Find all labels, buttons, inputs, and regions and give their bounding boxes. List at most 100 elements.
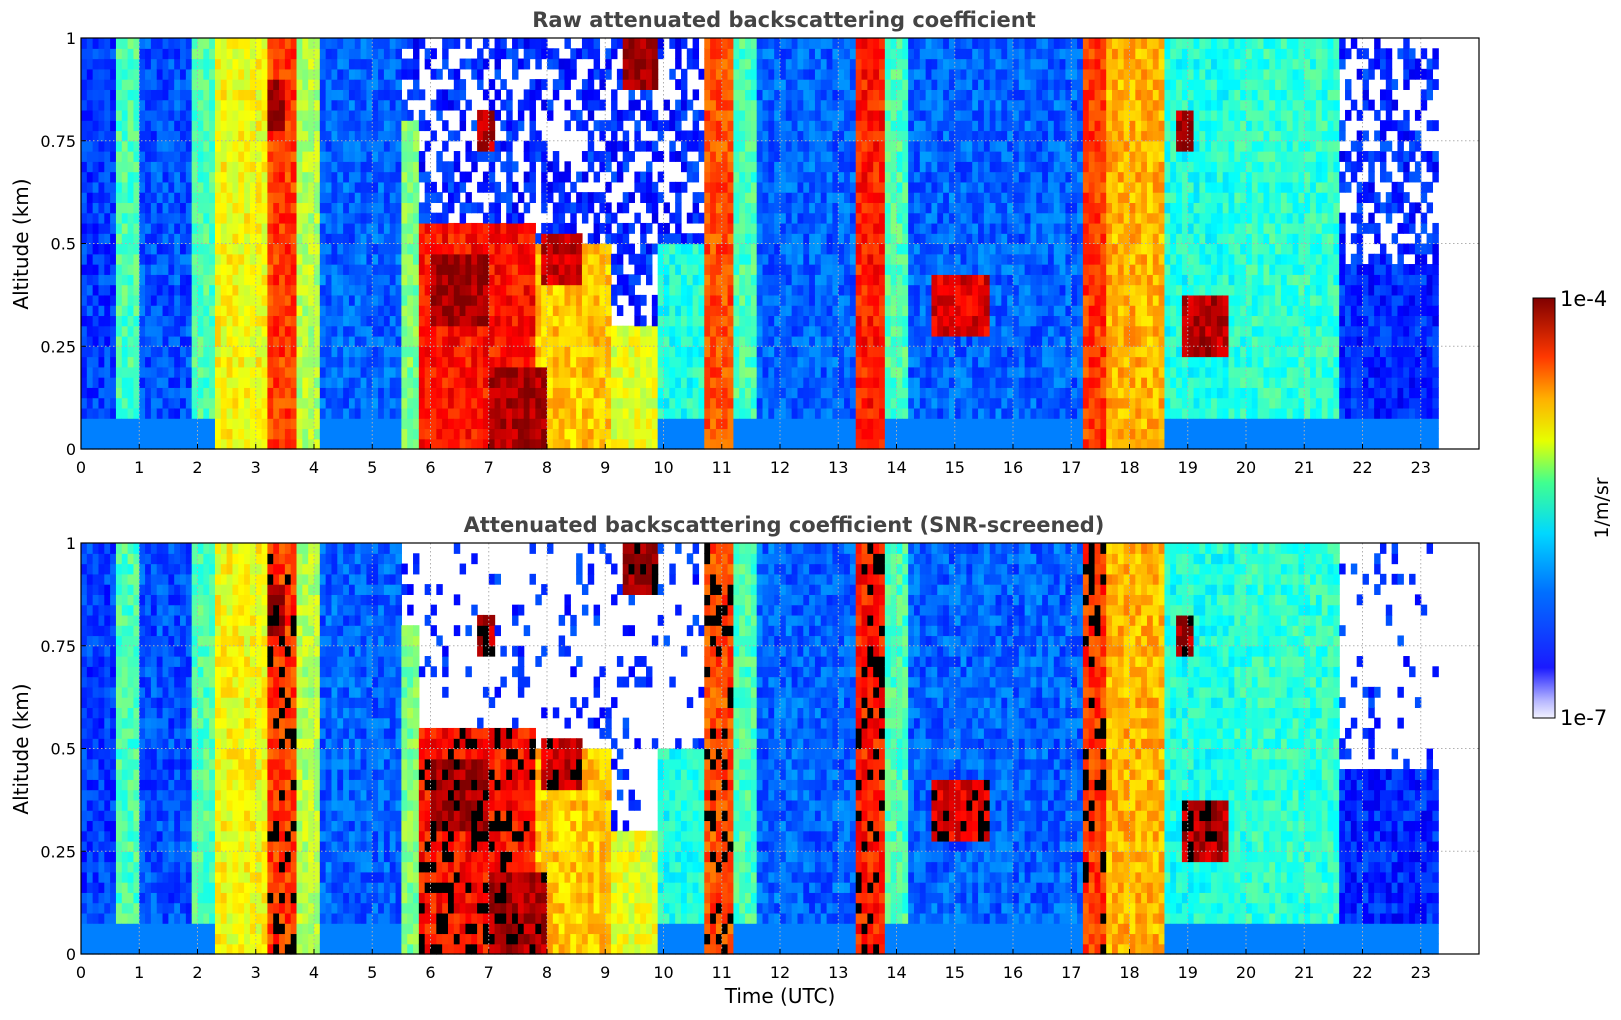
heatmap-cell xyxy=(564,161,571,173)
heatmap-cell xyxy=(296,202,303,214)
heatmap-cell xyxy=(244,428,251,440)
heatmap-cell xyxy=(529,161,536,173)
heatmap-cell xyxy=(290,130,298,142)
heatmap-cell xyxy=(780,58,787,70)
heatmap-cell xyxy=(500,274,507,286)
heatmap-cell xyxy=(820,397,828,409)
heatmap-cell xyxy=(86,181,94,193)
heatmap-cell xyxy=(389,366,397,378)
heatmap-cell xyxy=(552,418,560,430)
heatmap-cell xyxy=(325,192,333,204)
heatmap-cell xyxy=(92,294,100,306)
heatmap-cell xyxy=(343,48,350,60)
heatmap-cell xyxy=(605,438,612,450)
heatmap-cell xyxy=(552,366,560,378)
heatmap-cell xyxy=(814,418,822,430)
heatmap-cell xyxy=(570,181,577,193)
heatmap-cell xyxy=(873,428,880,440)
heatmap-cell xyxy=(640,397,647,409)
heatmap-cell xyxy=(698,233,705,245)
heatmap-cell xyxy=(587,253,595,265)
heatmap-cell xyxy=(290,284,298,296)
heatmap-cell xyxy=(512,181,519,193)
heatmap-cell xyxy=(115,79,123,90)
heatmap-cell xyxy=(692,120,700,132)
heatmap-cell xyxy=(133,428,140,440)
heatmap-cell xyxy=(447,130,455,142)
heatmap-cell xyxy=(576,418,583,430)
heatmap-cell xyxy=(570,418,577,430)
heatmap-cell xyxy=(482,222,490,234)
heatmap-cell xyxy=(319,89,327,101)
heatmap-cell xyxy=(290,192,298,204)
heatmap-cell xyxy=(646,181,653,193)
heatmap-cell xyxy=(797,181,804,193)
heatmap-cell xyxy=(832,48,839,60)
heatmap-cell xyxy=(372,264,379,275)
heatmap-cell xyxy=(203,222,210,234)
heatmap-cell xyxy=(156,202,164,214)
heatmap-cell xyxy=(447,99,455,111)
heatmap-cell xyxy=(360,171,368,183)
heatmap-cell xyxy=(191,120,199,132)
heatmap-cell xyxy=(86,428,94,440)
heatmap-cell xyxy=(360,233,368,245)
heatmap-cell xyxy=(727,192,734,204)
heatmap-cell xyxy=(657,377,665,388)
heatmap-cell xyxy=(133,130,140,142)
heatmap-cell xyxy=(366,192,373,204)
heatmap-cell xyxy=(442,264,449,275)
heatmap-cell xyxy=(290,140,298,152)
heatmap-cell xyxy=(139,58,146,70)
heatmap-cell xyxy=(150,387,158,399)
heatmap-cell xyxy=(855,243,863,255)
heatmap-cell xyxy=(337,377,344,388)
heatmap-cell xyxy=(797,325,804,337)
heatmap-cell xyxy=(209,325,216,337)
heatmap-cell xyxy=(564,243,571,255)
heatmap-cell xyxy=(447,274,455,286)
heatmap-cell xyxy=(314,58,321,70)
heatmap-cell xyxy=(197,79,204,90)
heatmap-cell xyxy=(430,325,437,337)
heatmap-cell xyxy=(150,305,158,317)
heatmap-cell xyxy=(686,346,694,358)
heatmap-cell xyxy=(372,243,379,255)
heatmap-cell xyxy=(244,325,251,337)
heatmap-cell xyxy=(465,253,472,265)
heatmap-cell xyxy=(616,346,624,358)
heatmap-cell xyxy=(273,418,280,430)
heatmap-cell xyxy=(826,428,834,440)
heatmap-cell xyxy=(104,397,111,409)
heatmap-cell xyxy=(255,58,263,70)
heatmap-cell xyxy=(273,99,280,111)
heatmap-cell xyxy=(832,418,839,430)
heatmap-cell xyxy=(279,233,286,245)
heatmap-cell xyxy=(459,325,467,337)
heatmap-cell xyxy=(145,315,152,327)
heatmap-cell xyxy=(541,48,548,60)
heatmap-cell xyxy=(482,325,490,337)
heatmap-cell xyxy=(255,181,263,193)
heatmap-cell xyxy=(168,305,175,317)
heatmap-cell xyxy=(756,397,764,409)
heatmap-cell xyxy=(640,356,647,368)
heatmap-cell xyxy=(314,171,321,183)
heatmap-cell xyxy=(308,315,315,327)
heatmap-cell xyxy=(261,377,269,388)
heatmap-cell xyxy=(832,305,839,317)
heatmap-cell xyxy=(628,253,635,265)
heatmap-cell xyxy=(220,202,228,214)
heatmap-cell xyxy=(174,356,181,368)
heatmap-cell xyxy=(314,274,321,286)
heatmap-cell xyxy=(750,68,758,80)
heatmap-cell xyxy=(424,294,432,306)
heatmap-cell xyxy=(150,68,158,80)
heatmap-cell xyxy=(110,222,117,234)
heatmap-cell xyxy=(500,140,507,152)
heatmap-cell xyxy=(622,284,630,296)
heatmap-cell xyxy=(721,109,729,121)
heatmap-cell xyxy=(698,243,705,255)
heatmap-cell xyxy=(139,325,146,337)
heatmap-cell xyxy=(756,264,764,275)
